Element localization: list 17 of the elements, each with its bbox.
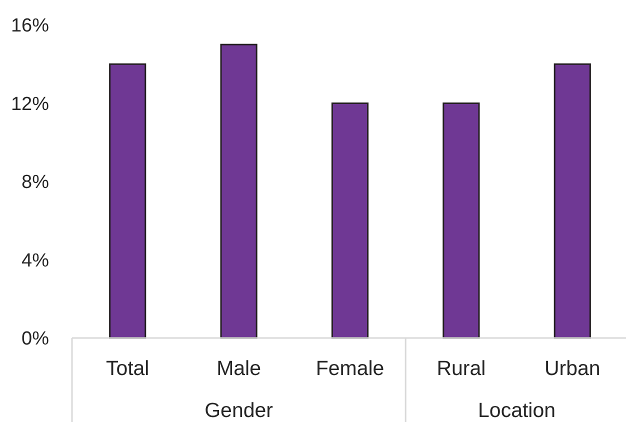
- y-tick-label: 12%: [10, 94, 50, 115]
- x-tick-label: Total: [106, 357, 150, 380]
- bar: [220, 44, 258, 339]
- y-tick-label: 0%: [22, 328, 50, 350]
- x-tick-label: Male: [216, 357, 262, 380]
- text: Gender: [204, 399, 274, 422]
- y-tick-label: 4%: [22, 250, 50, 272]
- y-tick-label: 16%: [10, 16, 50, 37]
- y-tick-label: 8%: [22, 172, 50, 194]
- text: Location: [478, 399, 556, 422]
- bar: [554, 63, 591, 339]
- x-tick-label: Rural: [436, 357, 486, 380]
- bar: [442, 102, 480, 339]
- x-tick-label: Female: [316, 357, 384, 380]
- bar: [109, 63, 146, 339]
- x-tick-label: Urban: [544, 357, 600, 380]
- bar: [331, 102, 369, 339]
